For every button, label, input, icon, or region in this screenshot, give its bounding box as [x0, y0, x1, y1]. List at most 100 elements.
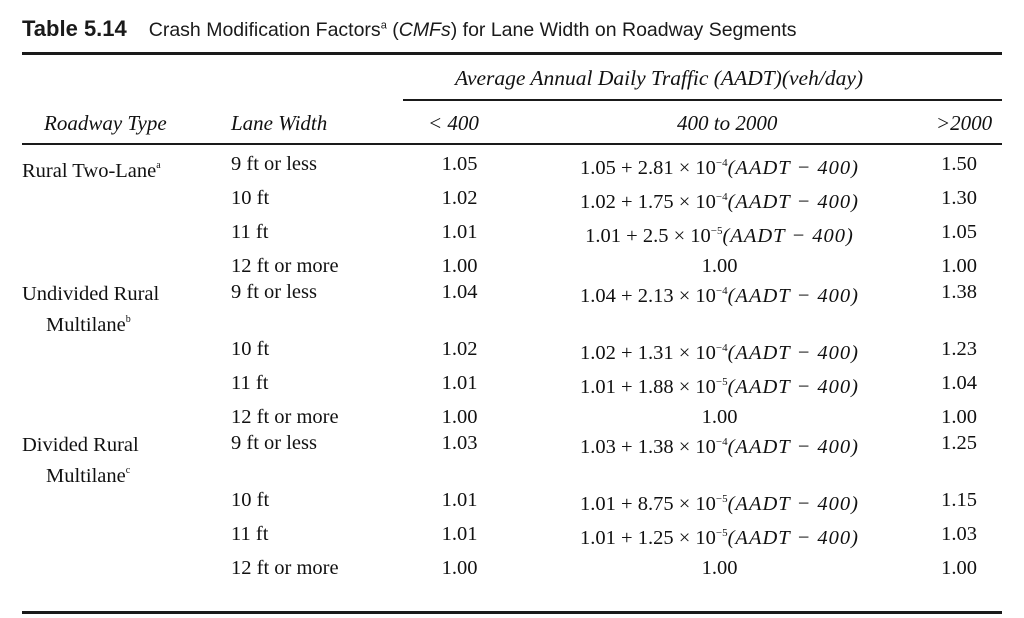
- cmf-low-cell: 1.05: [441, 153, 478, 175]
- lane-width-cell: 11 ft: [231, 523, 269, 545]
- cmf-mid-cell: 1.03 + 1.38 × 10−4(AADT − 400): [523, 432, 916, 489]
- table-title: Table 5.14 Crash Modification Factorsa (C…: [22, 16, 797, 42]
- lane-width-cell: 12 ft or more: [231, 406, 339, 428]
- cmf-mid-cell: 1.00: [523, 255, 916, 281]
- cmf-high-cell: 1.04: [941, 372, 977, 394]
- formula-tail: (AADT − 400): [722, 225, 854, 247]
- cmf-formula: 1.02 + 1.75 × 10−4(AADT − 400): [580, 187, 859, 214]
- roadway-type-cell: Undivided Rural Multilaneb: [22, 281, 231, 338]
- roadway-type-name: Undivided Rural: [22, 283, 160, 305]
- cmf-formula: 1.00: [702, 557, 738, 579]
- cmf-mid-cell: 1.00: [523, 406, 916, 432]
- cmf-mid-cell: 1.05 + 2.81 × 10−4(AADT − 400): [523, 153, 916, 187]
- formula-tail: (AADT − 400): [727, 493, 859, 515]
- formula-exponent: −5: [710, 225, 723, 237]
- table-caption: Crash Modification Factorsa (CMFs) for L…: [148, 19, 797, 41]
- cmf-high-cell: 1.05: [941, 221, 977, 243]
- roadway-type-cell: [22, 557, 231, 583]
- cmf-low-cell: 1.02: [441, 187, 478, 209]
- formula-base: 1.01 + 1.25 × 10: [580, 527, 716, 549]
- formula-tail: (AADT − 400): [727, 157, 859, 179]
- formula-base: 1.01 + 2.5 × 10: [585, 225, 711, 247]
- header-aadt-low: < 400: [428, 111, 479, 135]
- roadway-type-name-line2: Multilaneb: [22, 307, 231, 338]
- cmf-low-cell: 1.00: [441, 255, 478, 277]
- table-row: 10 ft 1.01 1.01 + 8.75 × 10−5(AADT − 400) 1…: [22, 489, 1002, 523]
- formula-base: 1.00: [701, 255, 738, 277]
- lane-width-cell: 12 ft or more: [231, 557, 339, 579]
- cmf-formula: 1.00: [702, 406, 738, 428]
- formula-exponent: −5: [715, 376, 728, 388]
- cmf-table-body: Rural Two-Lanea 9 ft or less 1.05 1.05 + 2.…: [22, 153, 1002, 583]
- formula-exponent: −4: [715, 436, 728, 448]
- formula-exponent: −4: [715, 191, 728, 203]
- table-row: 11 ft 1.01 1.01 + 2.5 × 10−5(AADT − 400) 1.…: [22, 221, 1002, 255]
- formula-exponent: −5: [715, 493, 728, 505]
- roadway-type-cell: [22, 406, 231, 432]
- caption-after: for Lane Width on Roadway Segments: [462, 19, 797, 41]
- formula-exponent: −4: [715, 157, 728, 169]
- cmf-high-cell: 1.38: [941, 281, 977, 303]
- formula-base: 1.00: [701, 406, 738, 428]
- cmf-table: Rural Two-Lanea 9 ft or less 1.05 1.05 + 2.…: [22, 153, 1002, 583]
- cmf-high-cell: 1.03: [941, 523, 977, 545]
- roadway-type-cell: Rural Two-Lanea: [22, 153, 231, 187]
- formula-tail: (AADT − 400): [727, 376, 859, 398]
- cmf-mid-cell: 1.01 + 1.88 × 10−5(AADT − 400): [523, 372, 916, 406]
- formula-base: 1.01 + 8.75 × 10: [580, 493, 716, 515]
- cmf-high-cell: 1.25: [941, 432, 977, 454]
- cmf-formula: 1.01 + 8.75 × 10−5(AADT − 400): [580, 489, 859, 516]
- cmf-mid-cell: 1.01 + 1.25 × 10−5(AADT − 400): [523, 523, 916, 557]
- cmf-formula: 1.01 + 1.88 × 10−5(AADT − 400): [580, 372, 859, 399]
- caption-abbr: CMFs: [398, 19, 451, 41]
- cmf-low-cell: 1.00: [441, 557, 478, 579]
- roadway-type-cell: [22, 372, 231, 406]
- cmf-high-cell: 1.23: [941, 338, 977, 360]
- table-row: 10 ft 1.02 1.02 + 1.31 × 10−4(AADT − 400) 1…: [22, 338, 1002, 372]
- table-row: 11 ft 1.01 1.01 + 1.25 × 10−5(AADT − 400) 1…: [22, 523, 1002, 557]
- roadway-type-cell: [22, 489, 231, 523]
- lane-width-cell: 11 ft: [231, 221, 269, 243]
- cmf-mid-cell: 1.01 + 8.75 × 10−5(AADT − 400): [523, 489, 916, 523]
- header-rule: [22, 143, 1002, 145]
- cmf-low-cell: 1.01: [441, 221, 478, 243]
- aadt-group-header: Average Annual Daily Traffic (AADT)(veh/…: [455, 66, 864, 90]
- header-lane-width: Lane Width: [231, 111, 328, 135]
- header-roadway-type: Roadway Type: [44, 111, 167, 135]
- top-rule: [22, 52, 1002, 55]
- formula-exponent: −5: [715, 527, 728, 539]
- cmf-low-cell: 1.02: [441, 338, 478, 360]
- cmf-low-cell: 1.01: [441, 523, 478, 545]
- lane-width-cell: 12 ft or more: [231, 255, 339, 277]
- bottom-rule: [22, 611, 1002, 614]
- lane-width-cell: 9 ft or less: [231, 153, 317, 175]
- cmf-high-cell: 1.00: [941, 406, 977, 428]
- lane-width-cell: 10 ft: [231, 187, 270, 209]
- cmf-mid-cell: 1.04 + 2.13 × 10−4(AADT − 400): [523, 281, 916, 338]
- roadway-type-name-cont: Multilane: [46, 314, 126, 336]
- lane-width-cell: 11 ft: [231, 372, 269, 394]
- table-row: 11 ft 1.01 1.01 + 1.88 × 10−5(AADT − 400) 1…: [22, 372, 1002, 406]
- roadway-type-name-line2: Multilanec: [22, 458, 231, 489]
- aadt-group-rule: [403, 99, 1002, 101]
- formula-base: 1.05 + 2.81 × 10: [580, 157, 716, 179]
- roadway-type-cell: [22, 338, 231, 372]
- roadway-type-cell: [22, 187, 231, 221]
- table-row: 12 ft or more 1.00 1.00 1.00: [22, 406, 1002, 432]
- cmf-low-cell: 1.01: [441, 489, 478, 511]
- cmf-mid-cell: 1.02 + 1.75 × 10−4(AADT − 400): [523, 187, 916, 221]
- table-number: Table 5.14: [22, 16, 127, 41]
- header-aadt-mid: 400 to 2000: [677, 111, 778, 135]
- cmf-mid-cell: 1.02 + 1.31 × 10−4(AADT − 400): [523, 338, 916, 372]
- table-row: Rural Two-Lanea 9 ft or less 1.05 1.05 + 2.…: [22, 153, 1002, 187]
- cmf-low-cell: 1.03: [441, 432, 478, 454]
- formula-exponent: −4: [715, 285, 728, 297]
- formula-tail: (AADT − 400): [727, 342, 859, 364]
- roadway-type-cell: [22, 255, 231, 281]
- footnote-mark: b: [125, 314, 131, 325]
- formula-tail: (AADT − 400): [727, 527, 859, 549]
- formula-tail: (AADT − 400): [727, 191, 859, 213]
- cmf-high-cell: 1.00: [941, 255, 977, 277]
- cmf-high-cell: 1.00: [941, 557, 977, 579]
- lane-width-cell: 9 ft or less: [231, 432, 317, 454]
